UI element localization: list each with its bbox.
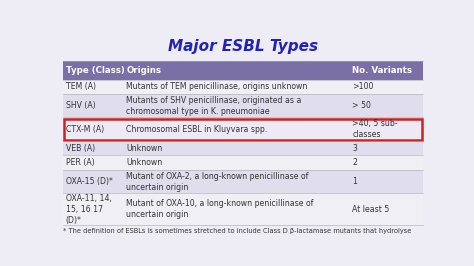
Text: CTX-M (A): CTX-M (A) [66, 125, 104, 134]
Text: 1: 1 [352, 177, 357, 186]
Text: PER (A): PER (A) [66, 158, 94, 167]
Text: > 50: > 50 [352, 101, 371, 110]
Text: At least 5: At least 5 [352, 205, 390, 214]
Text: OXA-15 (D)*: OXA-15 (D)* [66, 177, 113, 186]
Text: 3: 3 [352, 144, 357, 153]
Text: 2: 2 [352, 158, 357, 167]
Text: Major ESBL Types: Major ESBL Types [168, 39, 318, 54]
Bar [63, 118, 423, 141]
Bar [63, 141, 423, 155]
Text: >100: >100 [352, 82, 374, 91]
Text: VEB (A): VEB (A) [66, 144, 95, 153]
Text: Unknown: Unknown [127, 144, 163, 153]
Bar [63, 61, 423, 80]
Text: Mutant of OXA-2, a long-known penicillinase of
uncertain origin: Mutant of OXA-2, a long-known penicillin… [127, 172, 309, 192]
Text: No. Variants: No. Variants [352, 66, 412, 74]
Text: Mutant of OXA-10, a long-known penicillinase of
uncertain origin: Mutant of OXA-10, a long-known penicilli… [127, 200, 314, 219]
Bar [63, 80, 423, 94]
Text: >40, 5 sub-
classes: >40, 5 sub- classes [352, 119, 398, 139]
Bar [63, 155, 423, 170]
Bar [63, 94, 423, 118]
Text: Unknown: Unknown [127, 158, 163, 167]
Text: TEM (A): TEM (A) [66, 82, 96, 91]
Text: Mutants of TEM penicillinase, origins unknown: Mutants of TEM penicillinase, origins un… [127, 82, 308, 91]
Text: Mutants of SHV penicillinase, originated as a
chromosomal type in K. pneumoniae: Mutants of SHV penicillinase, originated… [127, 96, 302, 116]
Bar [63, 193, 423, 226]
Text: Chromosomal ESBL in Kluyvara spp.: Chromosomal ESBL in Kluyvara spp. [127, 125, 268, 134]
Text: Type (Class): Type (Class) [66, 66, 125, 74]
Text: SHV (A): SHV (A) [66, 101, 95, 110]
Text: OXA-11, 14,
15, 16 17
(D)*: OXA-11, 14, 15, 16 17 (D)* [66, 194, 112, 225]
Bar [64, 119, 422, 140]
Bar [63, 170, 423, 193]
Text: * The definition of ESBLs is sometimes stretched to include Class D β-lactamase : * The definition of ESBLs is sometimes s… [63, 227, 411, 234]
Text: Origins: Origins [127, 66, 162, 74]
